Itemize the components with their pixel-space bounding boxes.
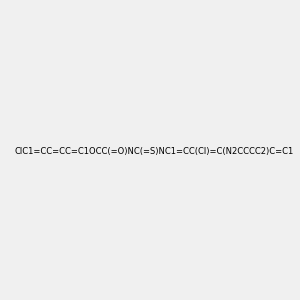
Text: ClC1=CC=CC=C1OCC(=O)NC(=S)NC1=CC(Cl)=C(N2CCCC2)C=C1: ClC1=CC=CC=C1OCC(=O)NC(=S)NC1=CC(Cl)=C(N… xyxy=(14,147,293,156)
